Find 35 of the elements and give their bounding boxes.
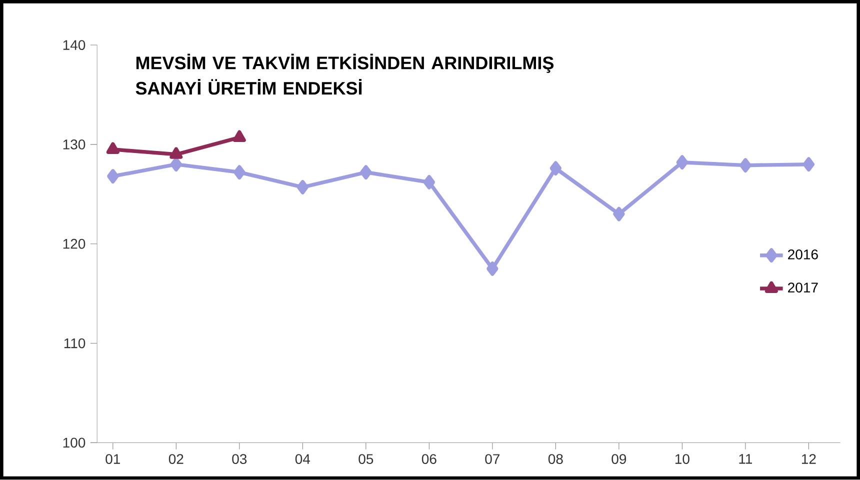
y-tick-label: 110 bbox=[64, 338, 86, 348]
point bbox=[676, 155, 688, 170]
point bbox=[234, 165, 246, 180]
point bbox=[486, 262, 498, 276]
point bbox=[802, 157, 815, 172]
x-tick-label: 04 bbox=[295, 454, 310, 464]
point bbox=[170, 147, 183, 160]
x-tick-label: 01 bbox=[106, 454, 120, 464]
point bbox=[232, 130, 246, 142]
point bbox=[613, 206, 625, 222]
y-tick-label: 120 bbox=[63, 239, 86, 249]
x-tick-label: 10 bbox=[675, 454, 690, 464]
point bbox=[423, 175, 436, 190]
point bbox=[107, 169, 119, 184]
y-tick-label: 100 bbox=[63, 438, 86, 448]
point bbox=[296, 180, 309, 195]
point bbox=[550, 161, 562, 176]
x-tick-label: 07 bbox=[485, 454, 500, 464]
y-tick-label: 140 bbox=[63, 40, 86, 50]
x-tick-label: 12 bbox=[802, 454, 816, 464]
x-tick-label: 11 bbox=[739, 454, 752, 464]
x-tick-label: 03 bbox=[232, 454, 247, 464]
point bbox=[106, 142, 120, 154]
x-tick-label: 09 bbox=[612, 454, 626, 464]
x-tick-label: 02 bbox=[168, 454, 184, 464]
text: MEVSİM VE TAKVİM ETKİSİNDEN ARINDIRILMIŞ SANAYİ ÜRETİM ENDEKSİ bbox=[136, 54, 554, 95]
x-tick-label: 08 bbox=[548, 454, 563, 464]
legend-label: 2017 bbox=[788, 282, 818, 293]
point bbox=[740, 158, 752, 173]
x-tick-label: 06 bbox=[422, 454, 436, 464]
legend-label: 2016 bbox=[788, 250, 818, 260]
point bbox=[170, 157, 182, 172]
x-tick-label: 05 bbox=[358, 454, 374, 464]
point bbox=[360, 165, 372, 180]
y-tick-label: 130 bbox=[63, 140, 86, 150]
